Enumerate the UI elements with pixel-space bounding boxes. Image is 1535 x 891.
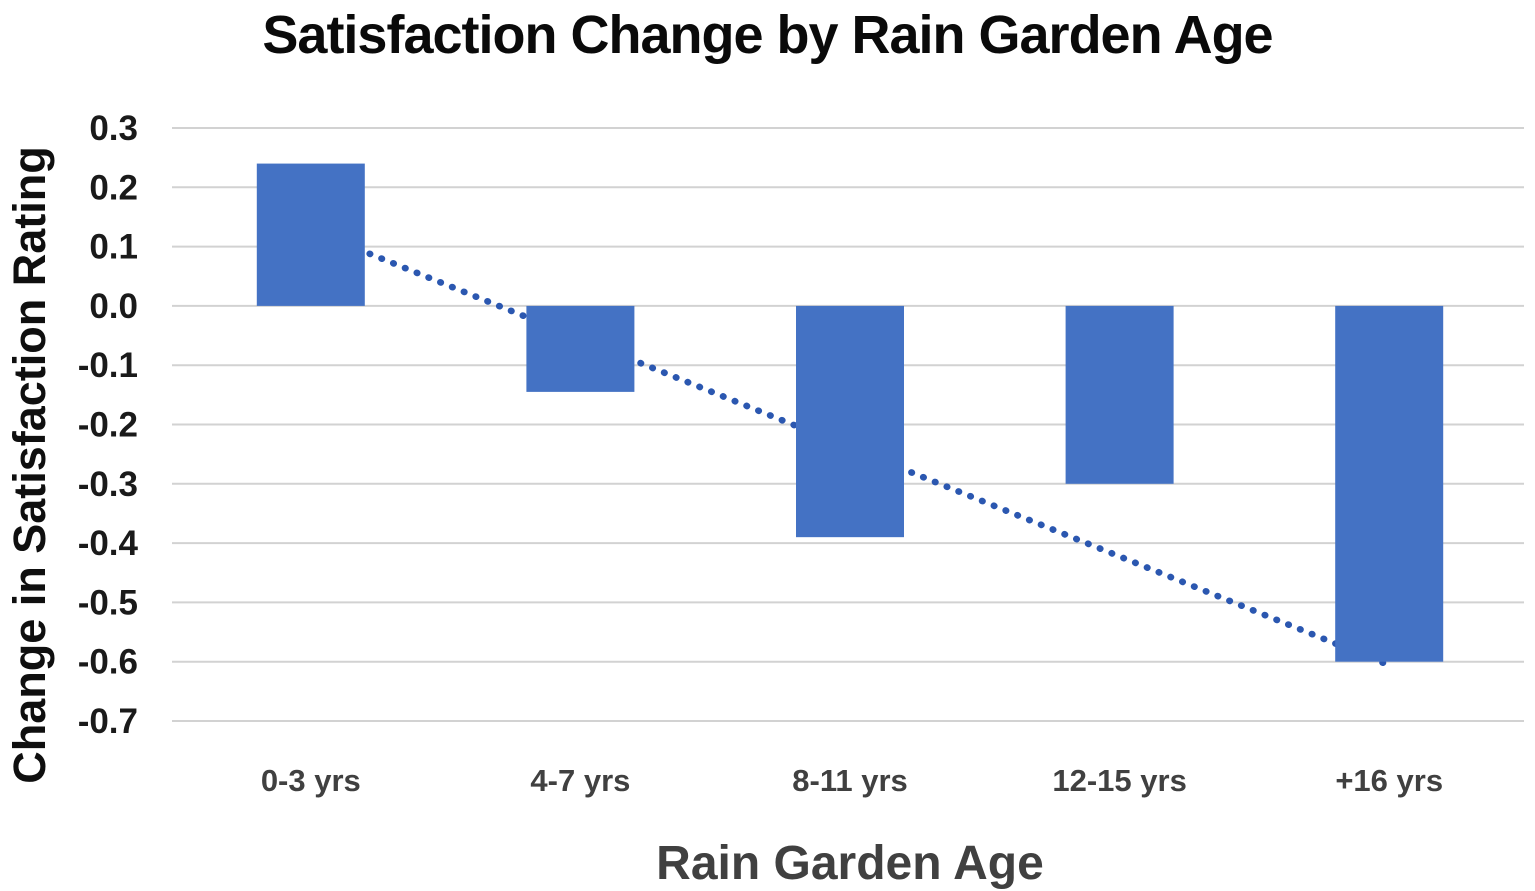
y-tick-label: -0.7 — [78, 702, 138, 741]
x-category-label: +16 yrs — [1335, 763, 1443, 798]
x-category-label: 8-11 yrs — [792, 763, 908, 798]
bar-+16-yrs — [1335, 305, 1444, 662]
y-tick-label: -0.4 — [78, 524, 139, 563]
x-axis-title: Rain Garden Age — [656, 837, 1044, 890]
bar-8-11-yrs — [796, 305, 904, 538]
y-tick-label: 0.1 — [89, 228, 138, 267]
y-tick-label: -0.3 — [78, 465, 138, 504]
y-tick-label: 0.3 — [89, 109, 138, 148]
y-tick-label: 0.2 — [89, 168, 138, 207]
chart-title: Satisfaction Change by Rain Garden Age — [262, 5, 1273, 65]
bar-0-3-yrs — [256, 163, 365, 306]
y-tick-label: -0.1 — [78, 346, 138, 385]
bar-4-7-yrs — [526, 305, 635, 392]
y-tick-label: -0.5 — [78, 583, 138, 622]
x-category-label: 4-7 yrs — [530, 763, 630, 798]
bar-12-15-yrs — [1065, 305, 1174, 484]
y-tick-label: -0.6 — [78, 643, 138, 682]
y-tick-label: -0.2 — [78, 406, 138, 445]
y-tick-label: 0.0 — [89, 287, 138, 326]
x-category-label: 0-3 yrs — [261, 763, 361, 798]
x-category-label: 12-15 yrs — [1052, 763, 1186, 798]
